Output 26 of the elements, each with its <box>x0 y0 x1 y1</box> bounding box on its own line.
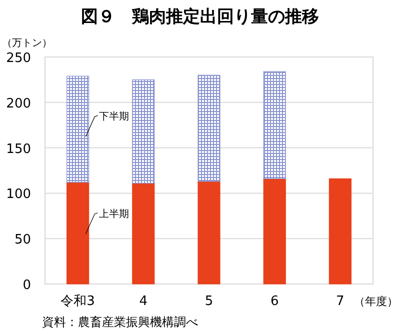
bar <box>132 182 155 284</box>
series-label: 下半期 <box>98 110 129 123</box>
y-tick-label: 100 <box>6 187 31 202</box>
bar <box>328 178 352 284</box>
bar <box>198 74 220 182</box>
x-tick-label: 6 <box>270 294 279 309</box>
bar <box>198 181 220 284</box>
bar <box>132 79 155 184</box>
text: 資料：農畜産業振興機構調べ <box>42 315 198 329</box>
y-axis-title: （万トン） <box>2 38 52 49</box>
bar <box>263 178 286 284</box>
bar <box>263 71 286 179</box>
bar <box>66 182 90 284</box>
y-tick-label: 250 <box>6 51 31 66</box>
x-tick-label: 5 <box>204 294 214 309</box>
bar <box>66 76 90 183</box>
y-tick-label: 200 <box>6 96 31 112</box>
x-tick-label: 7 <box>336 294 344 309</box>
x-axis-title: （年度） <box>354 295 398 308</box>
y-tick-label: 0 <box>22 278 31 293</box>
y-tick-label: 150 <box>6 142 31 157</box>
series-label: 上半期 <box>98 208 129 220</box>
chart-title: 図９ 鶏肉推定出回り量の推移 <box>81 7 319 27</box>
x-tick-label: 令和3 <box>60 294 95 309</box>
x-tick-label: 4 <box>139 294 148 309</box>
y-tick-label: 50 <box>14 232 31 248</box>
